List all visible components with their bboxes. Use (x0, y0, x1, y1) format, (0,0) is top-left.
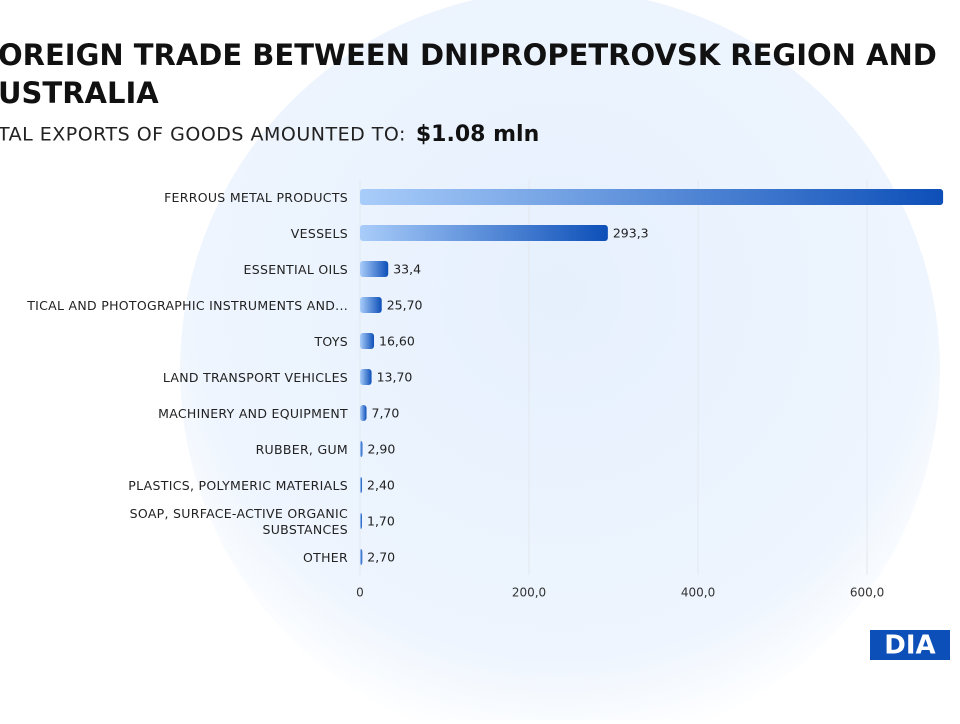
title-line: OREIGN TRADE BETWEEN DNIPROPETROVSK REGI… (0, 38, 937, 72)
label-line: SUBSTANCES (262, 522, 348, 537)
value-label: 1,70 (367, 514, 395, 529)
y-tick-label: LAND TRANSPORT VEHICLES (163, 370, 348, 385)
chart-title: OREIGN TRADE BETWEEN DNIPROPETROVSK REGI… (0, 38, 937, 110)
bar (360, 297, 382, 313)
label-line: TICAL AND PHOTOGRAPHIC INSTRUMENTS AND..… (26, 298, 348, 313)
bar (360, 513, 362, 529)
bar (360, 261, 389, 277)
title-line: USTRALIA (0, 76, 159, 110)
value-label: 7,70 (372, 406, 400, 421)
y-tick-label: TICAL AND PHOTOGRAPHIC INSTRUMENTS AND..… (26, 298, 348, 313)
y-tick-label: PLASTICS, POLYMERIC MATERIALS (128, 478, 348, 493)
bar (360, 549, 363, 565)
bar (360, 189, 944, 205)
value-label: 2,40 (367, 478, 395, 493)
bar (360, 225, 608, 241)
bar (360, 333, 375, 349)
label-line: SOAP, SURFACE-ACTIVE ORGANIC (130, 506, 348, 521)
y-tick-label: RUBBER, GUM (256, 442, 348, 457)
value-label: 293,3 (613, 226, 649, 241)
y-tick-label: SOAP, SURFACE-ACTIVE ORGANIC SUBSTANCES (130, 506, 348, 537)
y-tick-label: FERROUS METAL PRODUCTS (164, 190, 348, 205)
bar (360, 405, 367, 421)
y-tick-label: TOYS (313, 334, 348, 349)
logo: DIA (884, 631, 935, 661)
y-tick-label: MACHINERY AND EQUIPMENT (158, 406, 348, 421)
x-tick-label: 400,0 (681, 586, 715, 600)
label-line: OTHER (303, 550, 348, 565)
y-tick-label: OTHER (303, 550, 348, 565)
bar (360, 441, 363, 457)
value-label: 13,70 (377, 370, 413, 385)
label-line: FERROUS METAL PRODUCTS (164, 190, 348, 205)
value-label: 25,70 (387, 298, 423, 313)
subtitle-value: $1.08 mln (416, 122, 539, 147)
bar (360, 369, 372, 385)
label-line: LAND TRANSPORT VEHICLES (163, 370, 348, 385)
label-line: MACHINERY AND EQUIPMENT (158, 406, 348, 421)
value-label: 33,4 (393, 262, 421, 277)
value-label: 2,90 (367, 442, 395, 457)
value-label: 2,70 (367, 550, 395, 565)
x-tick-label: 0 (356, 586, 364, 600)
logo-box (870, 630, 950, 660)
y-tick-label: ESSENTIAL OILS (244, 262, 348, 277)
x-tick-label: 200,0 (512, 586, 546, 600)
label-line: VESSELS (291, 226, 348, 241)
value-label: 16,60 (379, 334, 415, 349)
bar (360, 477, 363, 493)
x-tick-label: 600,0 (850, 586, 884, 600)
subtitle: TAL EXPORTS OF GOODS AMOUNTED TO: (0, 124, 406, 146)
label-line: RUBBER, GUM (256, 442, 348, 457)
label-line: ESSENTIAL OILS (244, 262, 348, 277)
y-tick-label: VESSELS (291, 226, 348, 241)
background-circle (180, 0, 940, 724)
label-line: TOYS (313, 334, 348, 349)
label-line: PLASTICS, POLYMERIC MATERIALS (128, 478, 348, 493)
